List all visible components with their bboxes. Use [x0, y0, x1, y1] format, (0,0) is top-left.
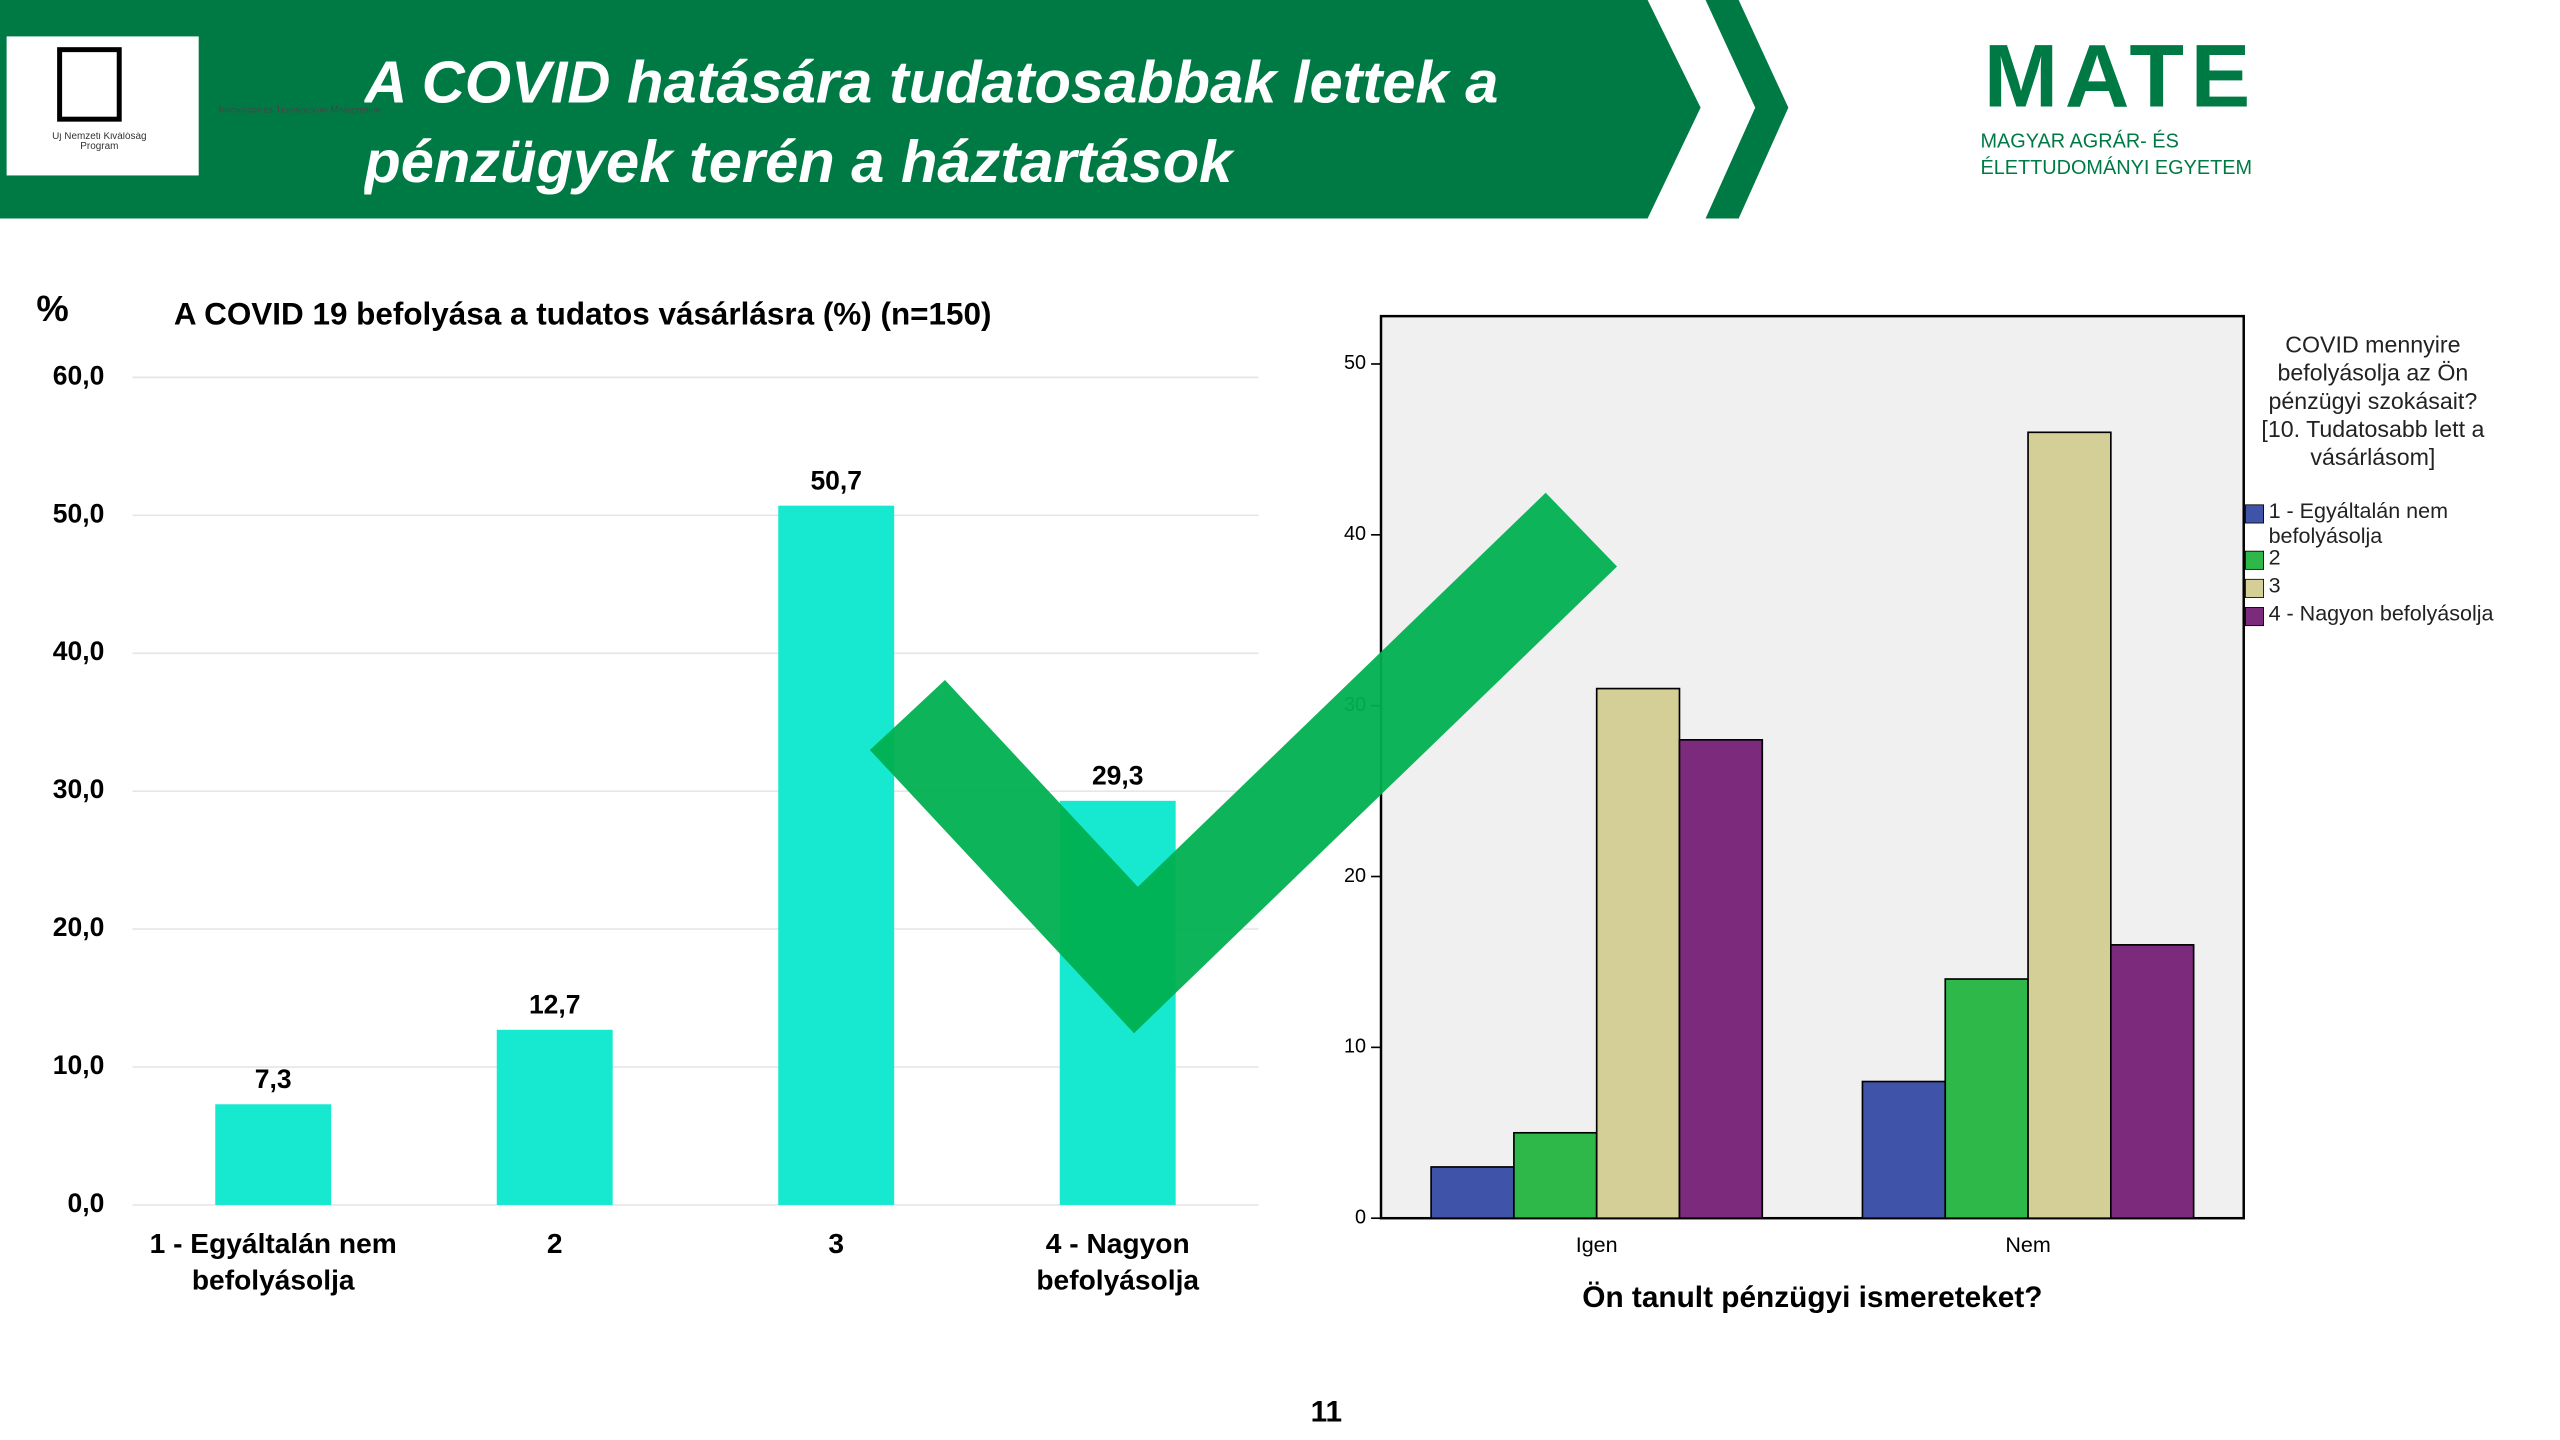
legend-swatch	[2244, 578, 2265, 598]
x-axis-label: Ön tanult pénzügyi ismereteket?	[1582, 1281, 2042, 1314]
logo-right-sub: MAGYAR AGRÁR- ÉS ÉLETTUDOMÁNYI EGYETEM	[1980, 129, 2253, 179]
legend-swatch	[2244, 550, 2265, 570]
y-tick-label: 50,0	[53, 498, 105, 528]
y-axis-label: %	[36, 288, 68, 329]
y-tick-label: 20,0	[53, 912, 105, 942]
y-tick-label: 60,0	[53, 360, 105, 390]
bar	[1430, 1166, 1515, 1220]
y-tick-label: 40	[1344, 523, 1366, 545]
legend-label: 2	[2268, 544, 2281, 570]
legend-title: COVID mennyire befolyásolja az Ön pénzüg…	[2261, 331, 2485, 471]
y-tick-label: 0	[1355, 1206, 1366, 1228]
legend-swatch	[2244, 504, 2265, 524]
legend-label-box: 2	[2268, 544, 2281, 570]
slide-title: A COVID hatására tudatosabbak lettek a p…	[364, 48, 1499, 196]
header-band	[0, 0, 1706, 219]
legend-label: 1 - Egyáltalán nem befolyásolja	[2268, 498, 2449, 548]
logo-mark	[57, 47, 122, 122]
data-label: 12,7	[529, 990, 581, 1020]
y-tick-label: 20	[1344, 865, 1366, 887]
bar	[496, 1029, 613, 1205]
x-tick-label-box: 3	[828, 1228, 845, 1260]
legend-swatch	[2244, 607, 2265, 627]
bar	[215, 1104, 332, 1205]
chart-title: A COVID 19 befolyása a tudatos vásárlásr…	[174, 296, 992, 331]
x-tick-label-box: 2	[546, 1228, 563, 1260]
x-tick-label: 4 - Nagyon befolyásolja	[1036, 1228, 1200, 1296]
bar	[1678, 739, 1764, 1220]
page-number: 11	[1311, 1395, 1342, 1428]
y-tick-label: 10,0	[53, 1050, 105, 1080]
logo-right: MATE	[1984, 25, 2257, 125]
bar	[1595, 687, 1681, 1220]
x-tick-label: 3	[828, 1228, 845, 1260]
legend-label-box: 1 - Egyáltalán nem befolyásolja	[2268, 498, 2449, 548]
chevron	[1647, 0, 1729, 219]
x-tick-label-box: 1 - Egyáltalán nem befolyásolja	[149, 1228, 397, 1296]
bar	[778, 505, 895, 1205]
bar	[2110, 944, 2195, 1220]
data-label: 7,3	[255, 1064, 292, 1094]
x-tick-label: 1 - Egyáltalán nem befolyásolja	[149, 1228, 397, 1296]
y-tick-label: 10	[1344, 1036, 1366, 1058]
x-tick-label-box: 4 - Nagyon befolyásolja	[1036, 1228, 1200, 1296]
legend-label-box: 4 - Nagyon befolyásolja	[2268, 600, 2494, 626]
chevron	[1705, 0, 1789, 219]
bar	[1513, 1131, 1598, 1220]
y-tick-label: 40,0	[53, 636, 105, 666]
bar	[1944, 978, 2029, 1220]
slide-title-box: A COVID hatására tudatosabbak lettek a p…	[364, 48, 1499, 196]
bar	[2027, 431, 2112, 1220]
bar	[1861, 1080, 1947, 1220]
x-tick-label: Nem	[2005, 1233, 2050, 1257]
logo-box	[6, 36, 199, 176]
data-label: 29,3	[1092, 761, 1144, 791]
ministry-text-box: Innovációs és Technológiai Minisztérium	[218, 105, 381, 116]
y-tick-label: 50	[1344, 352, 1366, 374]
data-label: 50,7	[810, 465, 862, 495]
ministry-text: Innovációs és Technológiai Minisztérium	[218, 105, 381, 116]
logo-left-text-box: Új Nemzeti Kiválóság Program	[52, 132, 147, 153]
x-tick-label: 2	[546, 1228, 563, 1260]
y-tick-label: 0,0	[68, 1188, 105, 1218]
checkmark	[869, 492, 1618, 1034]
legend-label: 3	[2268, 572, 2281, 598]
legend-label-box: 3	[2268, 572, 2281, 598]
legend-title-box: COVID mennyire befolyásolja az Ön pénzüg…	[2261, 331, 2485, 471]
legend-label: 4 - Nagyon befolyásolja	[2268, 600, 2494, 626]
logo-left-text: Új Nemzeti Kiválóság Program	[52, 132, 147, 153]
x-tick-label: Igen	[1576, 1233, 1618, 1257]
y-tick-label: 30,0	[53, 774, 105, 804]
logo-right-sub-box: MAGYAR AGRÁR- ÉS ÉLETTUDOMÁNYI EGYETEM	[1980, 129, 2253, 179]
